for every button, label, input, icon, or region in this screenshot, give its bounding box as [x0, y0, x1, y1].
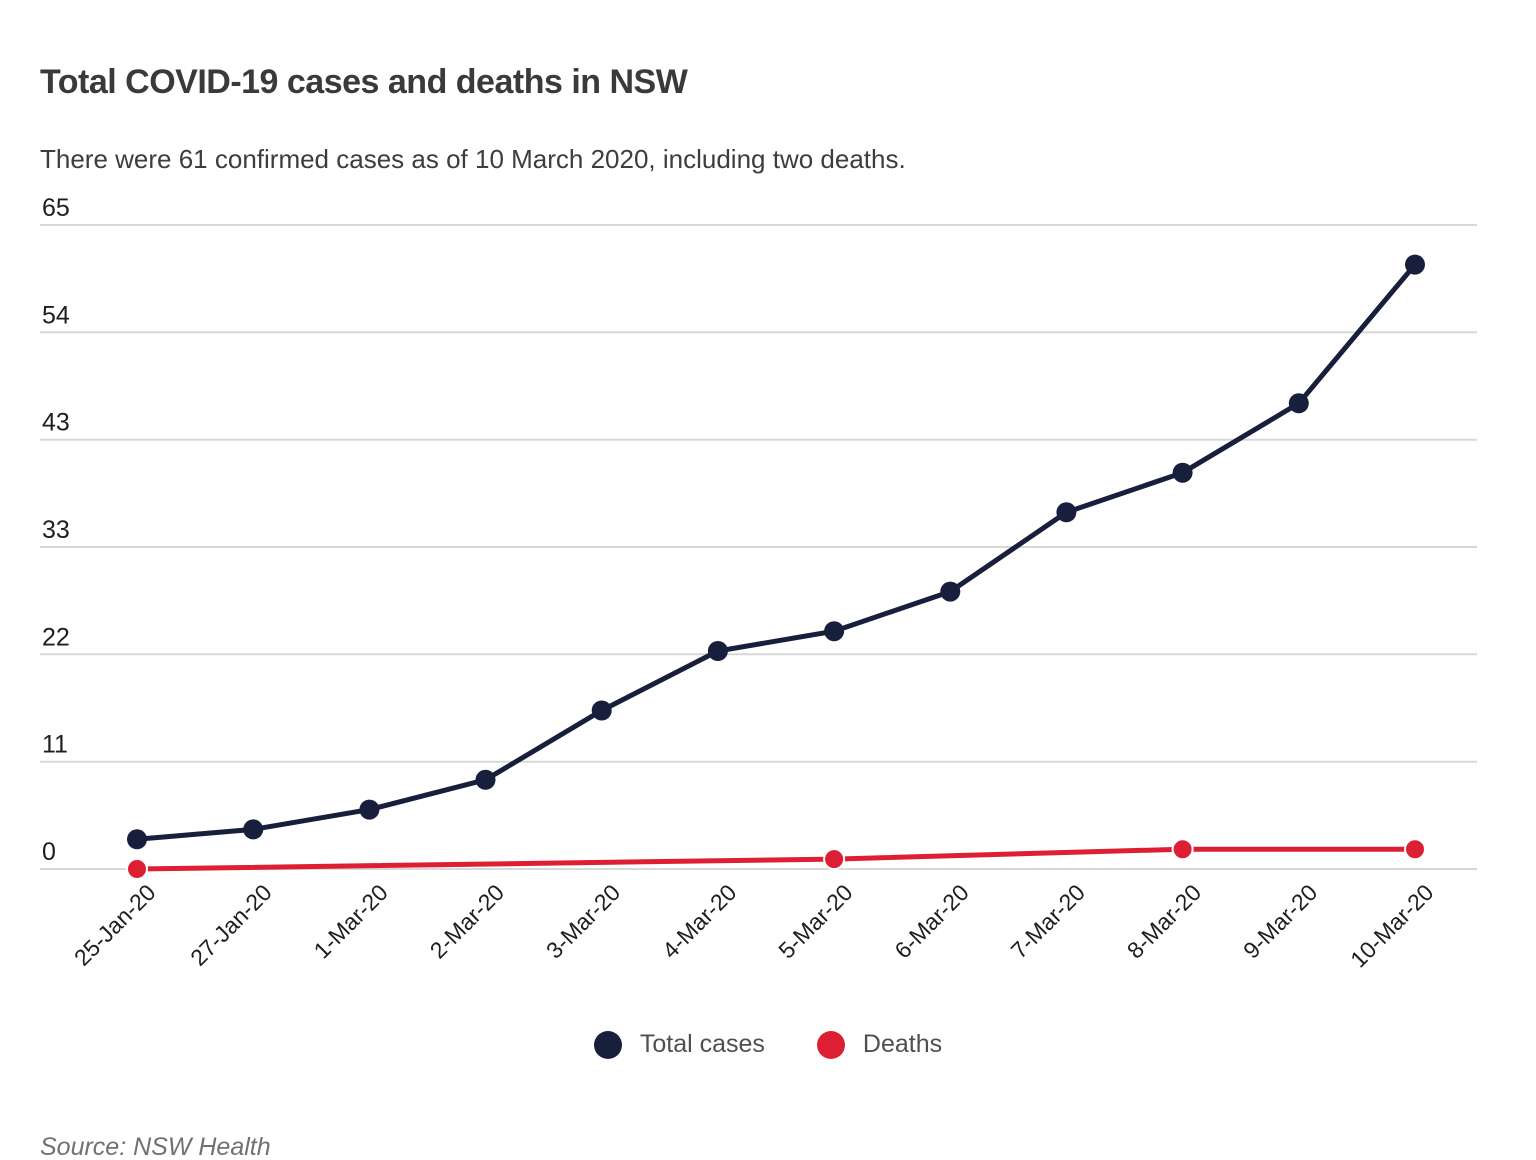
chart-title: Total COVID-19 cases and deaths in NSW	[40, 62, 688, 101]
data-point-total-cases	[1172, 462, 1193, 483]
x-axis-date-label: 4-Mar-20	[657, 879, 741, 963]
data-point-total-cases	[1288, 393, 1309, 414]
x-axis-date-label: 7-Mar-20	[1006, 879, 1090, 963]
x-axis-date-label: 3-Mar-20	[541, 879, 625, 963]
data-point-total-cases	[475, 769, 496, 790]
data-point-total-cases	[243, 819, 264, 840]
y-axis-tick-label: 0	[42, 838, 56, 866]
data-point-deaths	[823, 848, 846, 871]
data-point-total-cases	[359, 799, 380, 820]
x-axis-date-label: 6-Mar-20	[889, 879, 973, 963]
y-axis-tick-label: 33	[42, 516, 70, 544]
legend-item-deaths: Deaths	[816, 1030, 943, 1059]
chart-legend: Total cases Deaths	[0, 1030, 1536, 1059]
series-line-deaths	[134, 846, 1418, 872]
x-axis-date-label: 10-Mar-20	[1345, 879, 1438, 972]
data-point-total-cases	[1056, 502, 1077, 523]
y-axis-tick-label: 54	[42, 301, 70, 329]
x-axis-date-label: 25-Jan-20	[69, 879, 161, 971]
data-point-total-cases	[824, 621, 845, 642]
x-axis-date-label: 5-Mar-20	[773, 879, 857, 963]
y-axis-tick-label: 43	[42, 409, 70, 437]
y-axis-tick-label: 65	[42, 194, 70, 222]
legend-item-total-cases: Total cases	[593, 1030, 765, 1059]
x-axis-date-label: 1-Mar-20	[309, 879, 393, 963]
data-point-total-cases	[940, 581, 961, 602]
x-axis-date-label: 27-Jan-20	[185, 879, 277, 971]
data-point-total-cases	[707, 641, 728, 661]
source-attribution: Source: NSW Health	[40, 1133, 271, 1160]
data-point-total-cases	[127, 829, 147, 850]
x-axis-date-label: 2-Mar-20	[425, 879, 509, 963]
data-point-total-cases	[591, 700, 612, 721]
series-line-total-cases	[134, 262, 1418, 842]
data-point-deaths	[1171, 838, 1194, 861]
y-axis-tick-label: 11	[42, 731, 68, 759]
legend-label-total-cases: Total cases	[639, 1030, 765, 1058]
legend-dot-deaths-icon	[816, 1030, 845, 1059]
x-axis-date-label: 8-Mar-20	[1122, 879, 1206, 963]
data-point-total-cases	[1405, 254, 1425, 275]
legend-dot-total-cases-icon	[593, 1030, 622, 1059]
data-point-deaths	[126, 858, 148, 880]
data-point-deaths	[1404, 838, 1426, 861]
legend-label-deaths: Deaths	[862, 1030, 943, 1058]
x-axis-date-label: 9-Mar-20	[1238, 879, 1322, 963]
y-axis-tick-label: 22	[42, 623, 70, 651]
chart-subtitle: There were 61 confirmed cases as of 10 M…	[40, 144, 906, 174]
